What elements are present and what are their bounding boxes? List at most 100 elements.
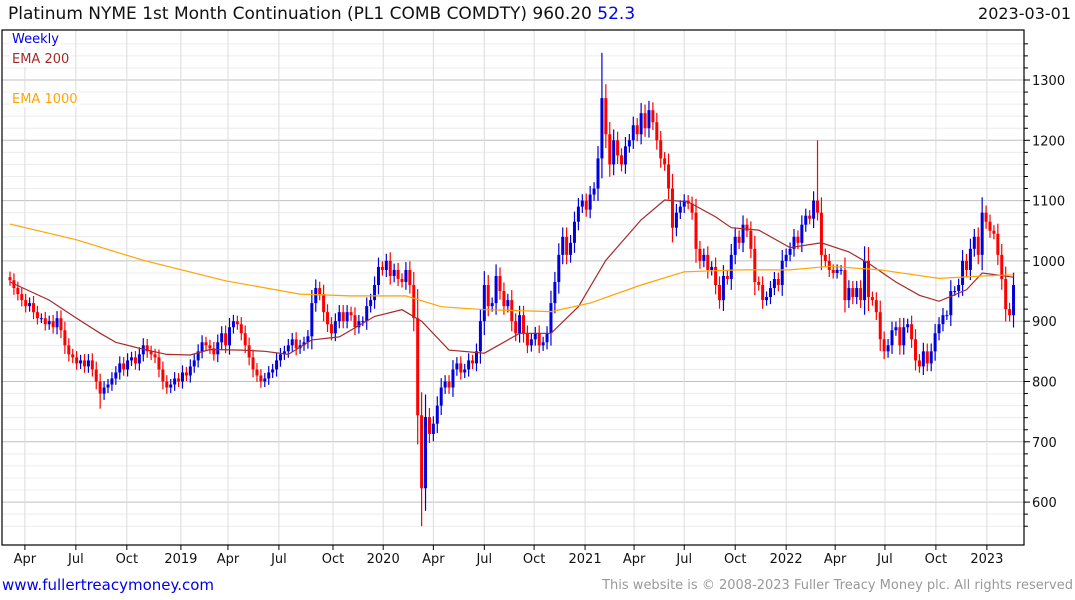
candle-up bbox=[600, 98, 604, 159]
legend-period: Weekly bbox=[10, 32, 61, 47]
candle-up bbox=[306, 336, 310, 343]
candle-down bbox=[874, 300, 878, 313]
candle-up bbox=[592, 188, 596, 195]
candle-up bbox=[545, 333, 549, 343]
candle-down bbox=[620, 155, 624, 165]
candle-up bbox=[937, 324, 941, 334]
candle-down bbox=[349, 312, 353, 316]
candle-up bbox=[788, 248, 792, 255]
candle-up bbox=[376, 266, 380, 286]
candle-down bbox=[71, 354, 75, 358]
x-tick-label: Jul bbox=[675, 552, 692, 567]
candle-down bbox=[690, 203, 694, 213]
candle-up bbox=[474, 351, 478, 364]
candle-up bbox=[639, 113, 643, 135]
candle-down bbox=[584, 200, 588, 210]
candle-up bbox=[780, 260, 784, 286]
candle-down bbox=[749, 230, 753, 249]
grid bbox=[2, 30, 1024, 545]
candle-up bbox=[631, 125, 635, 141]
candle-down bbox=[94, 369, 98, 382]
candle-up bbox=[580, 200, 584, 207]
candle-down bbox=[16, 288, 20, 295]
candle-up bbox=[553, 282, 557, 304]
candle-up bbox=[678, 206, 682, 213]
candle-down bbox=[663, 158, 667, 165]
candle-down bbox=[8, 277, 12, 281]
candle-up bbox=[482, 285, 486, 322]
x-tick-label: Jul bbox=[475, 552, 492, 567]
candle-down bbox=[910, 324, 914, 340]
candle-down bbox=[843, 269, 847, 301]
candle-down bbox=[251, 357, 255, 370]
x-tick-label: Apr bbox=[14, 552, 37, 567]
candle-down bbox=[165, 381, 169, 388]
candle-up bbox=[314, 288, 318, 304]
candle-down bbox=[24, 300, 28, 307]
candle-down bbox=[714, 266, 718, 286]
candle-down bbox=[667, 164, 671, 189]
x-tick-label: Apr bbox=[824, 552, 847, 567]
candle-up bbox=[384, 260, 388, 270]
candle-up bbox=[835, 269, 839, 273]
candle-up bbox=[953, 291, 957, 293]
x-tick-label: Oct bbox=[116, 552, 138, 567]
candle-down bbox=[208, 345, 212, 349]
candle-up bbox=[373, 285, 377, 301]
candle-up bbox=[890, 330, 894, 346]
website-link[interactable]: www.fullertreacymoney.com bbox=[2, 576, 215, 594]
candle-up bbox=[533, 333, 537, 340]
candle-up bbox=[733, 236, 737, 255]
candle-down bbox=[823, 254, 827, 261]
candle-down bbox=[447, 381, 451, 388]
candle-down bbox=[51, 321, 55, 328]
candle-up bbox=[941, 315, 945, 325]
candle-down bbox=[133, 357, 137, 364]
candle-down bbox=[925, 351, 929, 364]
candle-up bbox=[902, 327, 906, 346]
candle-down bbox=[157, 357, 161, 370]
plot-frame bbox=[1, 29, 1025, 546]
candle-down bbox=[255, 369, 259, 376]
chart-title: Platinum NYME 1st Month Continuation (PL… bbox=[8, 4, 635, 24]
candle-up bbox=[647, 110, 651, 129]
candle-down bbox=[761, 285, 765, 301]
candle-up bbox=[541, 342, 545, 346]
candle-up bbox=[627, 140, 631, 147]
candle-down bbox=[635, 125, 639, 135]
price-change: 52.3 bbox=[597, 4, 636, 24]
candle-up bbox=[561, 236, 565, 255]
y-tick-label: 1100 bbox=[1032, 195, 1065, 210]
candle-up bbox=[192, 360, 196, 367]
x-tick-label: Jul bbox=[876, 552, 893, 567]
candle-up bbox=[710, 266, 714, 270]
copyright-notice: This website is © 2008-2023 Fuller Treac… bbox=[602, 578, 1073, 593]
candle-down bbox=[294, 339, 298, 349]
candle-down bbox=[1008, 309, 1012, 316]
candle-up bbox=[741, 224, 745, 243]
candle-up bbox=[467, 360, 471, 370]
candle-down bbox=[243, 333, 247, 346]
candle-up bbox=[812, 200, 816, 219]
y-axis: 600 700 800 900 1000 1100 1200 1300 bbox=[1024, 43, 1065, 527]
candle-down bbox=[412, 285, 416, 319]
candle-down bbox=[247, 345, 251, 358]
x-tick-label: Apr bbox=[623, 552, 646, 567]
candle-up bbox=[137, 354, 141, 364]
candle-up bbox=[79, 360, 83, 364]
candle-up bbox=[490, 303, 494, 307]
candle-up bbox=[188, 366, 192, 376]
candle-down bbox=[753, 248, 757, 283]
candle-up bbox=[623, 146, 627, 165]
candle-up bbox=[702, 254, 706, 261]
ema-1000-line bbox=[9, 223, 1014, 313]
candle-down bbox=[670, 188, 674, 228]
candle-up bbox=[126, 360, 130, 370]
candle-up bbox=[28, 303, 32, 307]
candle-up bbox=[569, 242, 573, 255]
candle-down bbox=[224, 333, 228, 346]
candle-down bbox=[914, 339, 918, 361]
candle-down bbox=[471, 360, 475, 364]
candle-down bbox=[388, 260, 392, 276]
candle-down bbox=[851, 288, 855, 298]
